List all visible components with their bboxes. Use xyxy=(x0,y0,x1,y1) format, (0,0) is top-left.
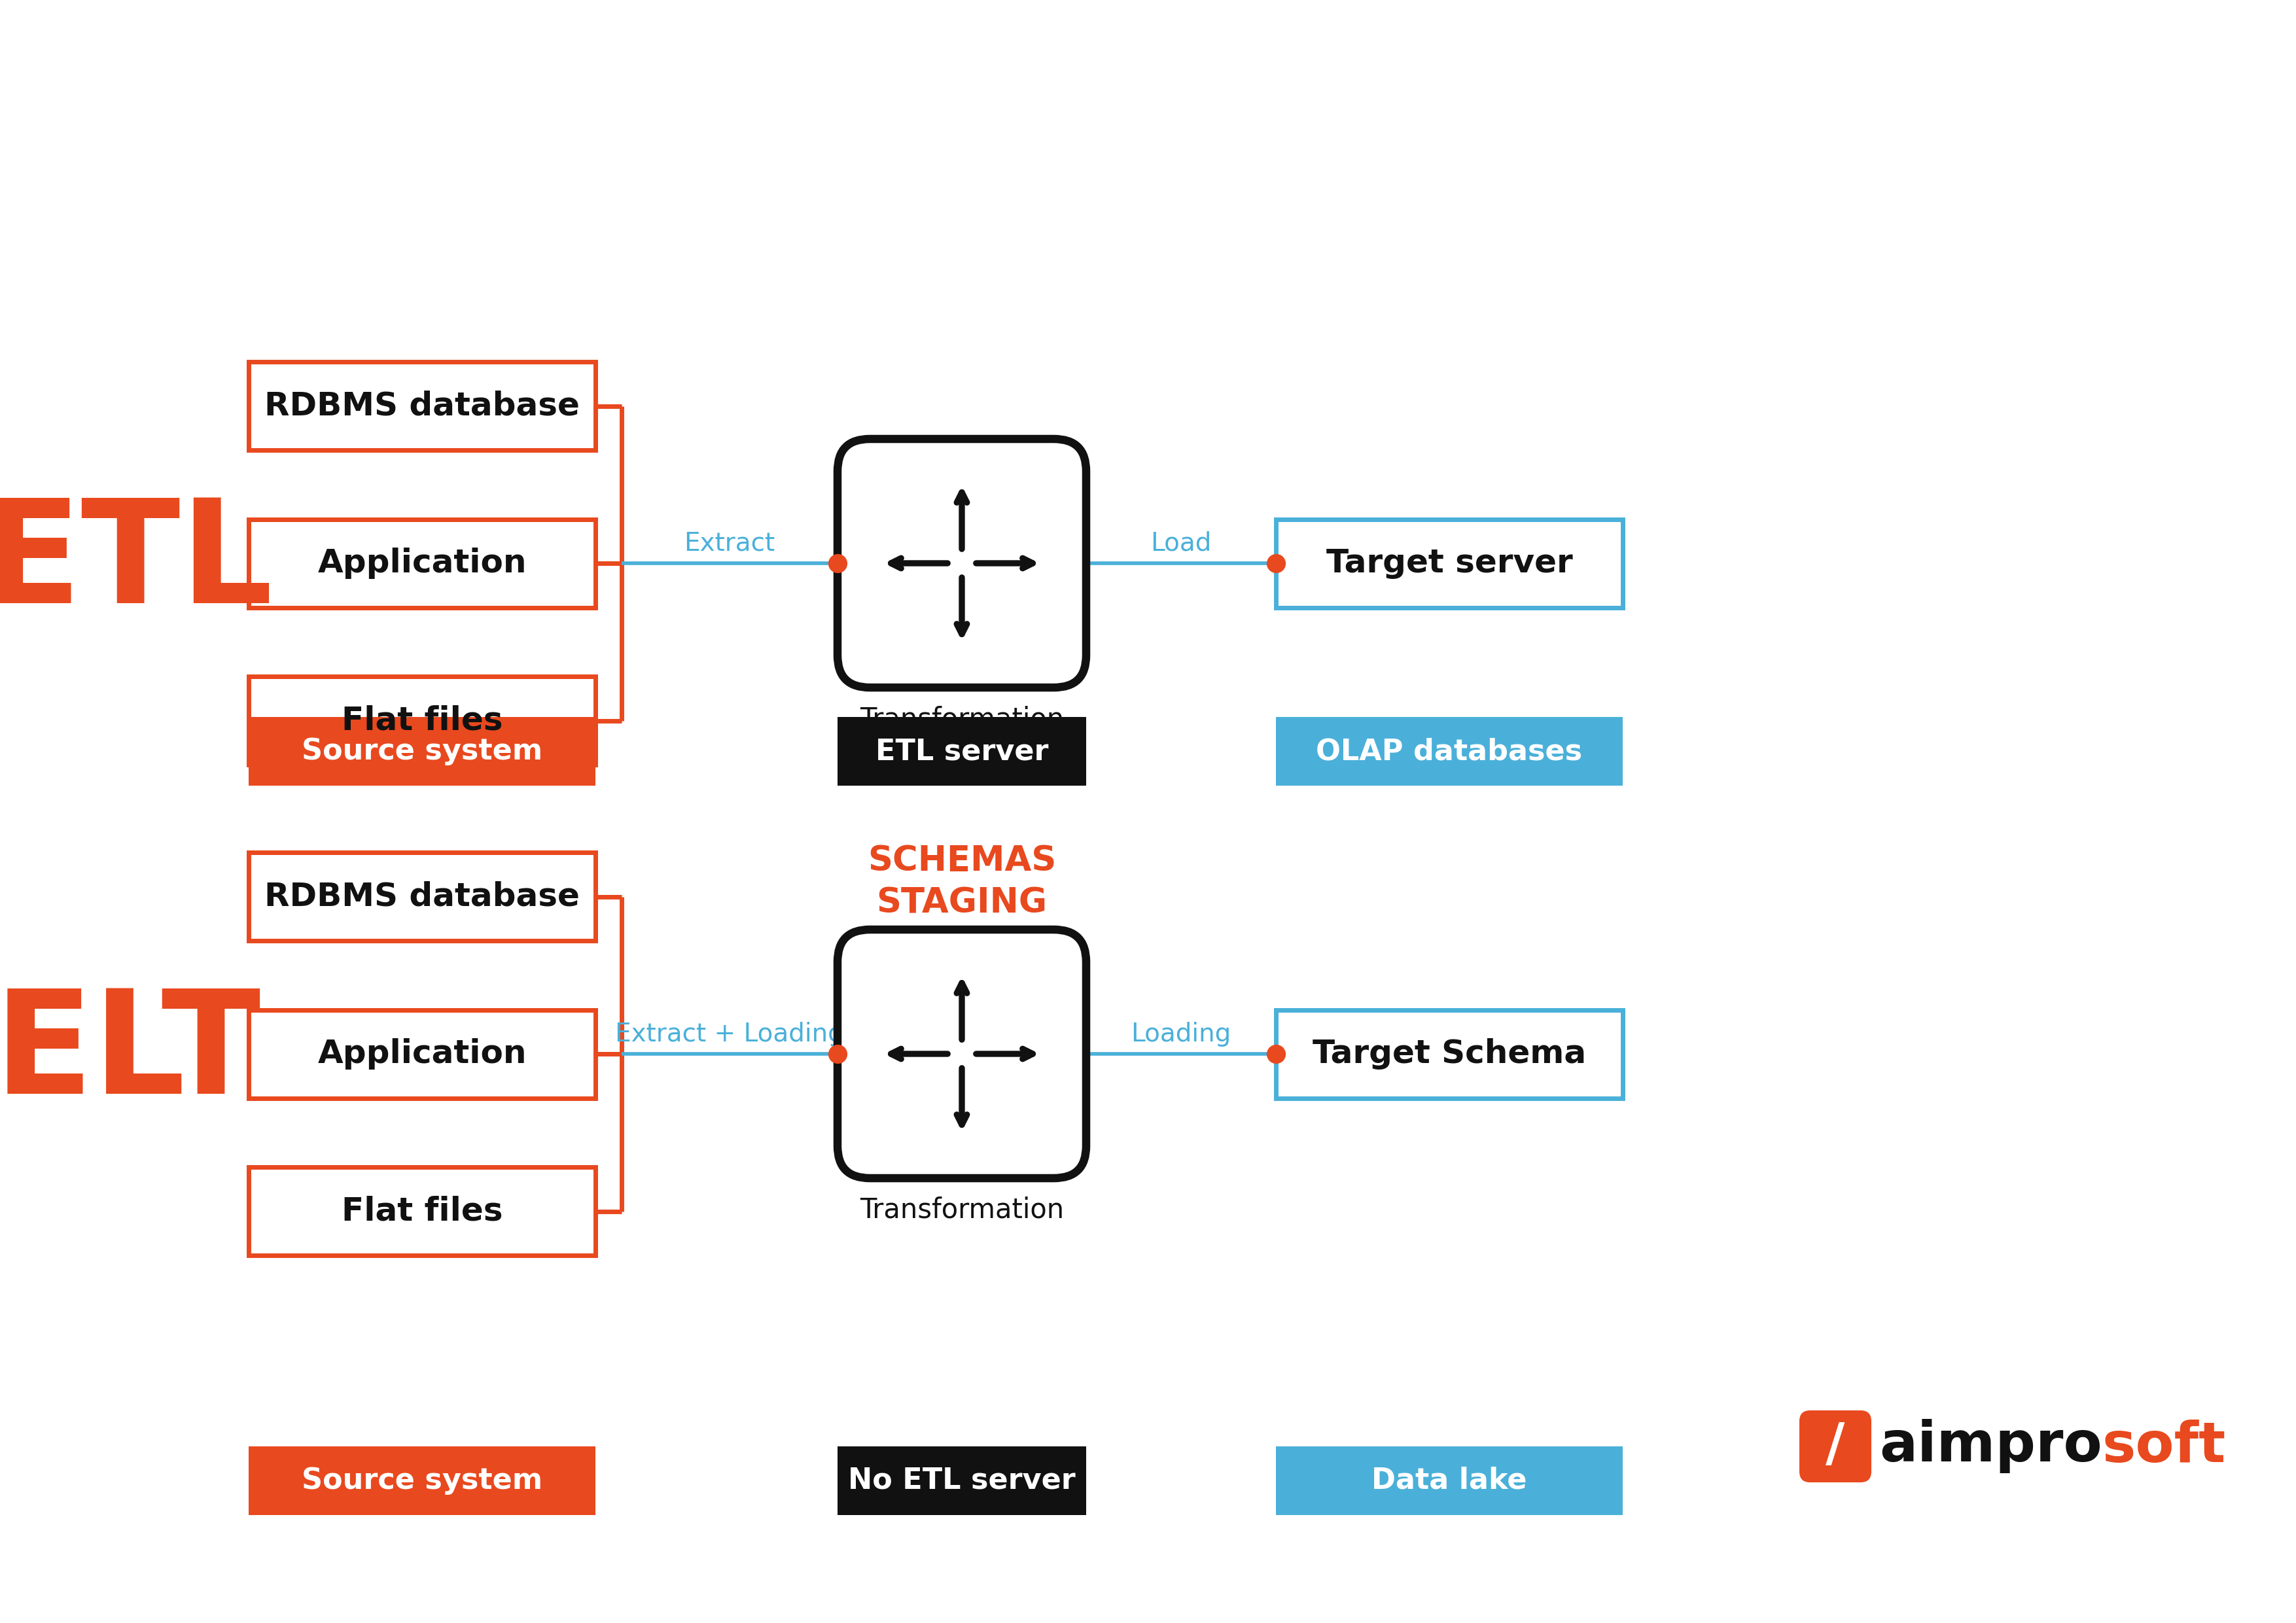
Bar xyxy=(248,677,595,764)
Bar xyxy=(1277,717,1623,786)
Text: soft: soft xyxy=(2101,1419,2225,1474)
Bar xyxy=(1277,1446,1623,1514)
Text: No ETL server: No ETL server xyxy=(847,1467,1075,1495)
Bar xyxy=(838,717,1086,786)
Bar xyxy=(248,1446,595,1514)
Text: RDBMS database: RDBMS database xyxy=(264,881,579,912)
Bar xyxy=(248,519,595,607)
Text: Transformation: Transformation xyxy=(859,1196,1063,1224)
Text: Application: Application xyxy=(317,1039,526,1070)
Text: Load: Load xyxy=(1150,531,1212,557)
Text: aimpro: aimpro xyxy=(1878,1419,2103,1474)
Text: Source system: Source system xyxy=(301,737,542,766)
Text: ETL: ETL xyxy=(0,493,273,633)
Text: ETL server: ETL server xyxy=(875,737,1049,766)
FancyBboxPatch shape xyxy=(1800,1410,1871,1482)
Text: Extract + Loading: Extract + Loading xyxy=(615,1022,845,1047)
Text: Transformation: Transformation xyxy=(859,706,1063,732)
Text: OLAP databases: OLAP databases xyxy=(1316,737,1582,766)
Text: Flat files: Flat files xyxy=(342,704,503,737)
Text: Target server: Target server xyxy=(1327,547,1573,579)
FancyBboxPatch shape xyxy=(838,930,1086,1178)
Text: Flat files: Flat files xyxy=(342,1196,503,1227)
Bar xyxy=(248,1167,595,1255)
Text: Data lake: Data lake xyxy=(1371,1467,1527,1495)
Text: Target Schema: Target Schema xyxy=(1313,1039,1587,1070)
Text: SCHEMAS: SCHEMAS xyxy=(868,844,1056,878)
Bar xyxy=(248,1010,595,1099)
Text: /: / xyxy=(1825,1420,1846,1472)
Text: Loading: Loading xyxy=(1132,1022,1231,1047)
Bar xyxy=(1277,519,1623,607)
Bar xyxy=(838,1446,1086,1514)
Text: Source system: Source system xyxy=(301,1467,542,1495)
Text: RDBMS database: RDBMS database xyxy=(264,390,579,422)
Bar xyxy=(1277,1010,1623,1099)
Bar xyxy=(248,362,595,450)
Text: Application: Application xyxy=(317,547,526,579)
Bar xyxy=(248,852,595,941)
Text: STAGING: STAGING xyxy=(877,886,1047,920)
Bar xyxy=(248,717,595,786)
FancyBboxPatch shape xyxy=(838,438,1086,688)
Text: ELT: ELT xyxy=(0,984,262,1123)
Text: Extract: Extract xyxy=(684,531,776,557)
